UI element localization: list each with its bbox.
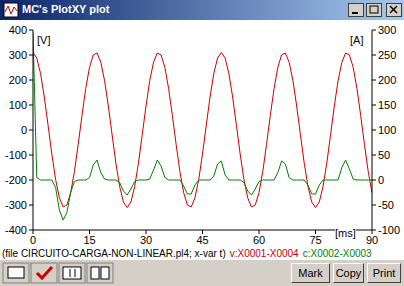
svg-text:0: 0 <box>21 124 27 136</box>
html-text:MC's PlotXY plot: MC's PlotXY plot <box>22 3 110 15</box>
html-text:[V]: [V] <box>37 34 51 46</box>
svg-text:75: 75 <box>309 234 321 246</box>
svg-text:400: 400 <box>9 24 27 36</box>
svg-text:-300: -300 <box>8 199 27 211</box>
svg-text:-100: -100 <box>8 149 27 161</box>
html-text:Mark: Mark <box>298 267 323 279</box>
svg-text:100: 100 <box>9 99 27 111</box>
svg-text:0: 0 <box>30 234 36 246</box>
html-text:[ms]: [ms] <box>335 227 356 239</box>
svg-text:100: 100 <box>378 124 396 136</box>
svg-text:200: 200 <box>9 74 27 86</box>
html-text:(file CIRCUITO-CARGA-NON-LINEA: (file CIRCUITO-CARGA-NON-LINEAR.pl4; x-v… <box>2 248 372 259</box>
svg-text:-400: -400 <box>8 224 27 236</box>
svg-text:150: 150 <box>378 99 396 111</box>
html-text:[A]: [A] <box>350 34 364 46</box>
svg-text:200: 200 <box>378 74 396 86</box>
svg-text:30: 30 <box>140 234 152 246</box>
svg-text:0: 0 <box>378 174 384 186</box>
svg-text:60: 60 <box>253 234 265 246</box>
svg-text:15: 15 <box>83 234 95 246</box>
svg-text:250: 250 <box>378 49 396 61</box>
html-text:Print: Print <box>372 267 396 279</box>
svg-text:300: 300 <box>378 24 396 36</box>
svg-text:300: 300 <box>9 49 27 61</box>
svg-text:-100: -100 <box>378 224 396 236</box>
svg-text:-50: -50 <box>378 199 394 211</box>
svg-text:-200: -200 <box>8 174 27 186</box>
svg-text:45: 45 <box>196 234 208 246</box>
svg-text:50: 50 <box>378 149 390 161</box>
html-text:Copy: Copy <box>335 267 362 279</box>
svg-text:90: 90 <box>366 234 378 246</box>
